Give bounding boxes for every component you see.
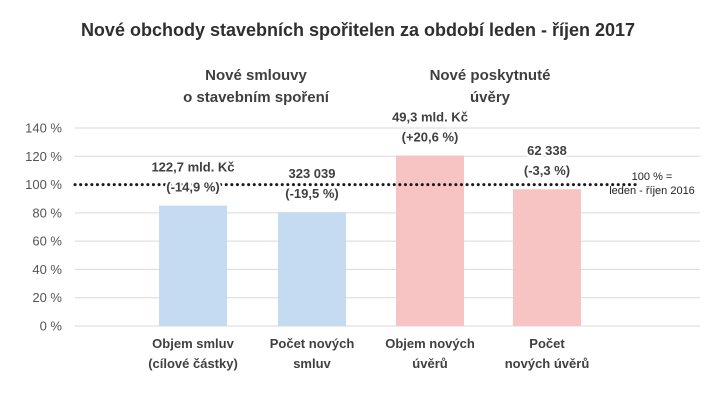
group-header-1-line-1: úvěry: [470, 89, 511, 106]
category-label-2-line-1: úvěrů: [412, 356, 447, 371]
data-label-2-line-0: 49,3 mld. Kč: [392, 109, 468, 124]
data-label-1-line-1: (-19,5 %): [285, 186, 338, 201]
category-label-1-line-0: Počet nových: [270, 336, 355, 351]
bar-1: [278, 212, 346, 326]
y-tick-label-40: 40 %: [32, 262, 62, 277]
y-tick-label-80: 80 %: [32, 205, 62, 220]
category-label-2-line-0: Objem nových: [385, 336, 475, 351]
y-tick-label-120: 120 %: [25, 149, 62, 164]
y-tick-label-20: 20 %: [32, 290, 62, 305]
y-tick-label-100: 100 %: [25, 177, 62, 192]
data-label-0-line-0: 122,7 mld. Kč: [151, 160, 234, 175]
chart-title: Nové obchody stavebních spořitelen za ob…: [81, 20, 635, 40]
reference-note-line-1: leden - říjen 2016: [609, 185, 695, 197]
reference-note-line-0: 100 % =: [632, 171, 673, 183]
group-header-0-line-1: o stavebním spoření: [183, 89, 330, 106]
data-label-2-line-1: (+20,6 %): [402, 129, 459, 144]
bar-0: [159, 205, 227, 326]
data-label-3-line-1: (-3,3 %): [524, 163, 570, 178]
category-label-3-line-1: nových úvěrů: [505, 356, 590, 371]
category-label-1-line-1: smluv: [293, 356, 331, 371]
category-label-0-line-1: (cílové částky): [148, 356, 238, 371]
bar-2: [396, 155, 464, 326]
y-tick-label-0: 0 %: [40, 319, 63, 334]
data-label-3-line-0: 62 338: [527, 143, 567, 158]
group-header-0-line-0: Nové smlouvy: [205, 67, 307, 84]
data-label-0-line-1: (-14,9 %): [166, 180, 219, 195]
data-label-1-line-0: 323 039: [289, 166, 336, 181]
y-tick-label-140: 140 %: [25, 121, 62, 136]
y-tick-label-60: 60 %: [32, 234, 62, 249]
category-label-0-line-0: Objem smluv: [152, 336, 234, 351]
group-header-1-line-0: Nové poskytnuté: [430, 67, 551, 84]
bar-3: [513, 189, 581, 326]
category-label-3-line-0: Počet: [529, 336, 565, 351]
